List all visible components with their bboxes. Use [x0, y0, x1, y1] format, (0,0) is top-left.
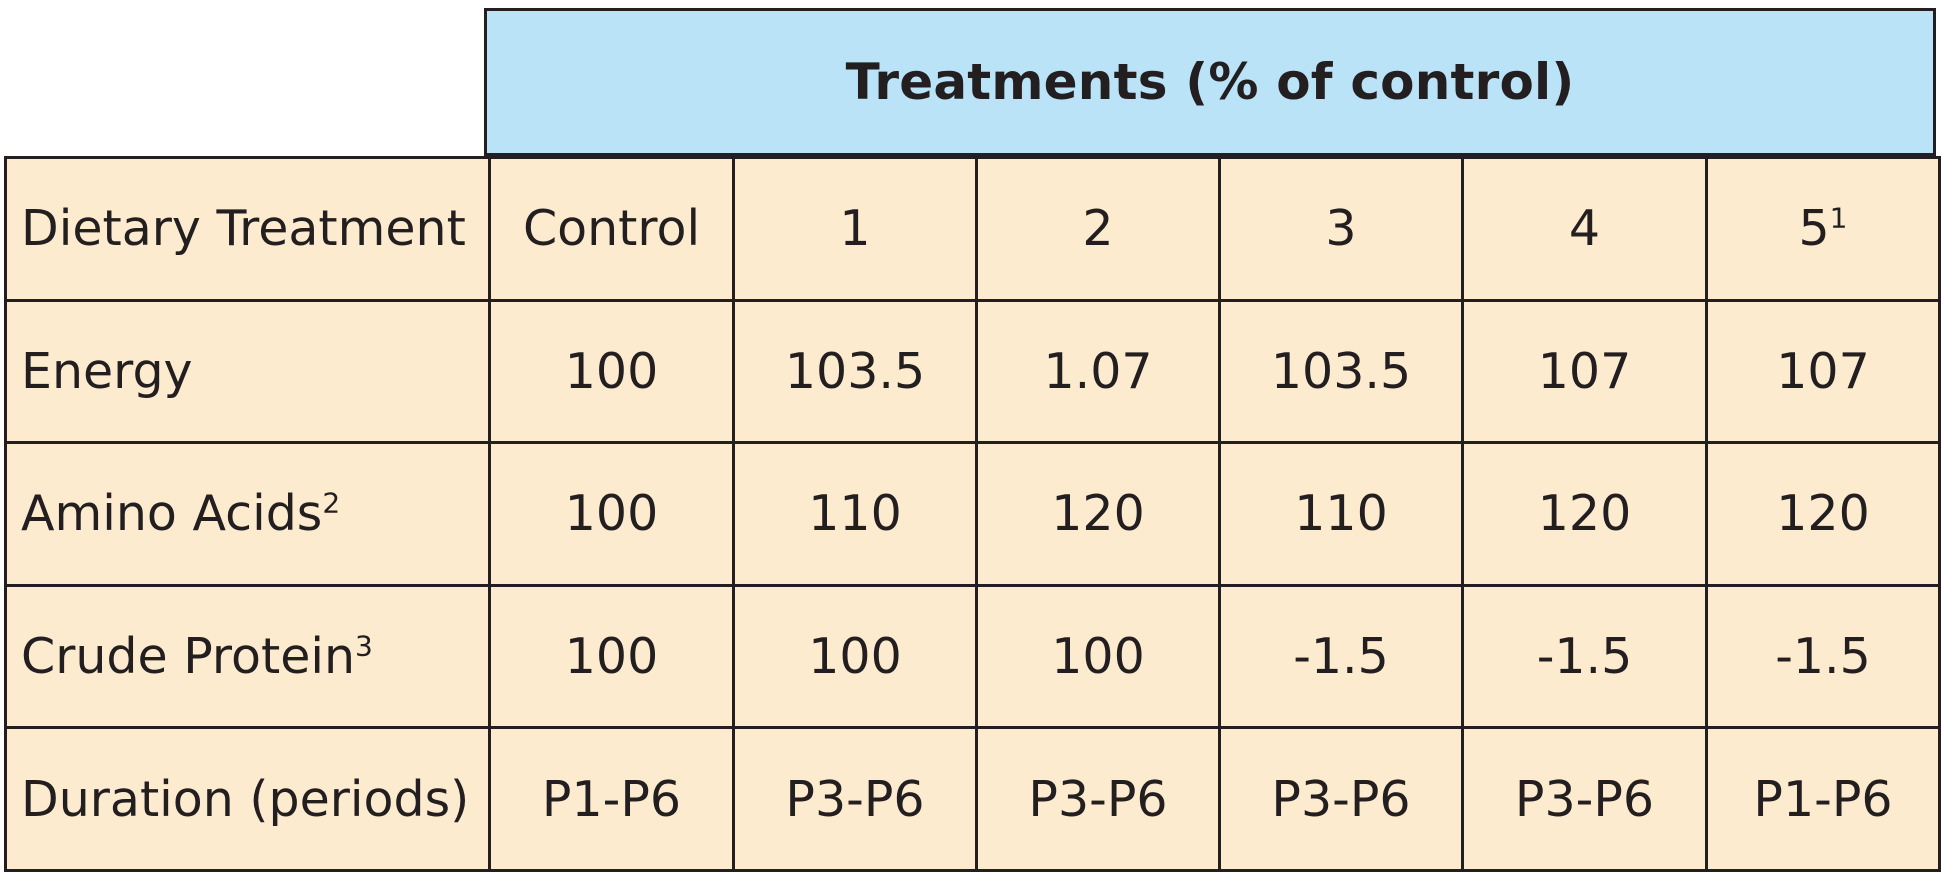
footnote-marker: 1 — [1829, 201, 1848, 235]
row-label-cell: Crude Protein3 — [4, 583, 491, 730]
column-header-cell: 3 — [1218, 156, 1464, 302]
row-label-text: Energy — [21, 342, 193, 400]
row-label-cell: Amino Acids2 — [4, 441, 491, 587]
row-label-text: Duration (periods) — [21, 770, 470, 828]
table-row: Energy 100 103.5 1.07 103.5 107 107 — [4, 298, 1941, 445]
table-row: Duration (periods) P1-P6 P3-P6 P3-P6 P3-… — [4, 726, 1941, 872]
column-header-text: 1 — [839, 200, 871, 258]
table-cell: -1.5 — [1218, 583, 1464, 730]
column-header-cell: 4 — [1461, 156, 1708, 302]
table-cell: 100 — [488, 583, 735, 730]
table-cell: P3-P6 — [1218, 726, 1464, 872]
table-cell: P1-P6 — [488, 726, 735, 872]
column-header-text: 2 — [1082, 200, 1114, 258]
table-cell: 107 — [1461, 298, 1708, 445]
table-cell: 100 — [488, 441, 735, 587]
column-header-cell: 2 — [975, 156, 1221, 302]
table-header-band: Treatments (% of control) — [484, 8, 1936, 156]
row-label-cell: Duration (periods) — [4, 726, 491, 872]
table-cell: 103.5 — [1218, 298, 1464, 445]
column-header-text: 3 — [1325, 200, 1357, 258]
table-cell: 120 — [975, 441, 1221, 587]
table-cell: 1.07 — [975, 298, 1221, 445]
row-header-text: Dietary Treatment — [21, 200, 466, 258]
column-header-cell: 1 — [732, 156, 978, 302]
table-cell: 120 — [1705, 441, 1941, 587]
row-label-cell: Energy — [4, 298, 491, 445]
table-cell: P3-P6 — [1461, 726, 1708, 872]
row-header-cell: Dietary Treatment — [4, 156, 491, 302]
table-cell: 100 — [488, 298, 735, 445]
table-cell: 103.5 — [732, 298, 978, 445]
table-title: Treatments (% of control) — [845, 53, 1575, 111]
table-cell: 100 — [975, 583, 1221, 730]
column-header-text: 4 — [1568, 200, 1601, 258]
table-cell: P3-P6 — [732, 726, 978, 872]
treatment-grid: Dietary Treatment Control 1 2 3 4 51 Ene… — [4, 156, 1941, 872]
column-header-cell: Control — [488, 156, 735, 302]
table-cell: P1-P6 — [1705, 726, 1941, 872]
table-cell: 100 — [732, 583, 978, 730]
table-cell: 107 — [1705, 298, 1941, 445]
column-header-cell: 51 — [1705, 156, 1941, 302]
footnote-marker: 3 — [355, 629, 373, 663]
table-cell: -1.5 — [1705, 583, 1941, 730]
table-cell: 120 — [1461, 441, 1708, 587]
header-row: Dietary Treatment Control 1 2 3 4 51 — [4, 156, 1941, 302]
column-header-text: 5 — [1798, 200, 1830, 258]
row-label-text: Crude Protein — [21, 628, 356, 686]
table-cell: 110 — [1218, 441, 1464, 587]
column-header-text: Control — [522, 200, 701, 258]
footnote-marker: 2 — [322, 487, 341, 521]
row-label-text: Amino Acids — [21, 485, 323, 543]
table-cell: 110 — [732, 441, 978, 587]
table-row: Amino Acids2 100 110 120 110 120 120 — [4, 441, 1941, 587]
table-row: Crude Protein3 100 100 100 -1.5 -1.5 -1.… — [4, 583, 1941, 730]
table-cell: P3-P6 — [975, 726, 1221, 872]
table-cell: -1.5 — [1461, 583, 1708, 730]
